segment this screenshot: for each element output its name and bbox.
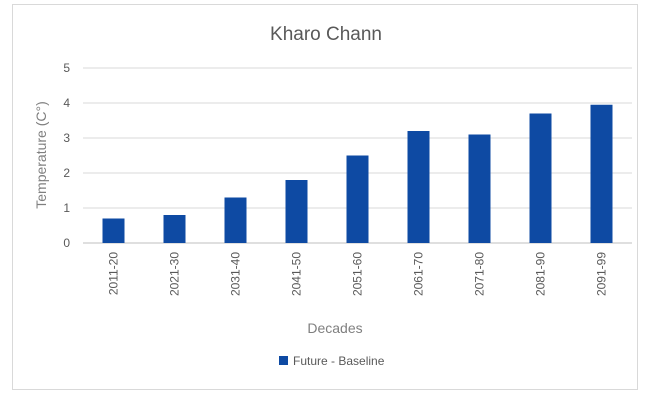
- chart-title: Kharo Chann: [270, 24, 382, 45]
- bar-2081-90: [529, 113, 552, 243]
- legend: Future - Baseline: [279, 354, 385, 368]
- y-tick-label: 3: [63, 131, 70, 145]
- x-tick-label: 2051-60: [351, 252, 365, 296]
- x-axis-ticks: 2011-20 2021-30 2031-40 2041-50 2051-60 2061-…: [107, 252, 609, 296]
- bar-2021-30: [163, 215, 186, 243]
- x-axis-title: Decades: [307, 320, 362, 336]
- bar-2041-50: [285, 180, 308, 243]
- bar-2061-70: [407, 131, 430, 243]
- y-tick-label: 1: [63, 201, 70, 215]
- x-tick-label: 2011-20: [107, 252, 121, 295]
- x-tick-label: 2091-99: [595, 252, 609, 296]
- y-tick-label: 4: [63, 96, 70, 110]
- y-tick-label: 0: [63, 236, 70, 250]
- y-tick-label: 5: [63, 61, 70, 75]
- y-axis-ticks: 0 1 2 3 4 5: [63, 61, 70, 250]
- y-tick-label: 2: [63, 166, 70, 180]
- x-tick-label: 2041-50: [290, 252, 304, 296]
- y-axis-title: Temperature (C°): [33, 101, 49, 209]
- x-tick-label: 2061-70: [412, 252, 426, 296]
- bar-2031-40: [224, 197, 247, 243]
- bars: [102, 104, 613, 243]
- bar-2071-80: [468, 134, 491, 243]
- x-tick-label: 2071-80: [473, 252, 487, 296]
- x-tick-label: 2081-90: [534, 252, 548, 296]
- bar-2051-60: [346, 155, 369, 243]
- x-tick-label: 2031-40: [229, 252, 243, 296]
- legend-swatch: [279, 356, 288, 365]
- legend-label: Future - Baseline: [293, 354, 385, 368]
- x-tick-label: 2021-30: [168, 252, 182, 296]
- bar-2011-20: [102, 218, 125, 243]
- bar-2091-99: [590, 104, 613, 243]
